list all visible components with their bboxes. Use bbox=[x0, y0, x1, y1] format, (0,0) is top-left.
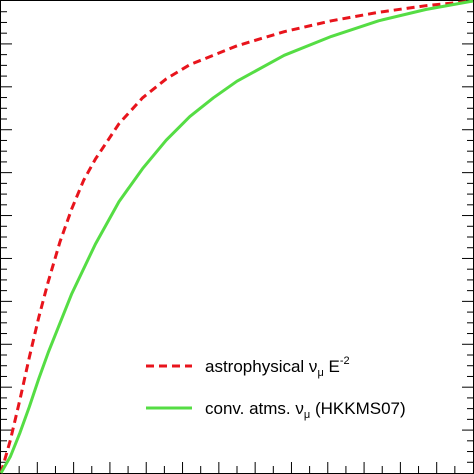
legend-label-conv-atms: conv. atms. ν bbox=[205, 399, 304, 418]
legend-subscript-conv-atms: μ bbox=[304, 409, 310, 421]
legend-subscript-astrophysical: μ bbox=[317, 367, 323, 379]
legend: astrophysical νμ E-2 conv. atms. νμ (HKK… bbox=[146, 355, 406, 421]
legend-label-astrophysical: astrophysical ν bbox=[205, 357, 317, 376]
legend-tail-astrophysical: E bbox=[324, 357, 340, 376]
ticks bbox=[0, 11, 474, 474]
legend-entry-astrophysical: astrophysical νμ E-2 bbox=[205, 355, 350, 379]
legend-entry-conv-atms: conv. atms. νμ (HKKMS07) bbox=[205, 399, 406, 421]
legend-tail-conv-atms: (HKKMS07) bbox=[310, 399, 405, 418]
legend-superscript-astrophysical: -2 bbox=[340, 355, 350, 367]
